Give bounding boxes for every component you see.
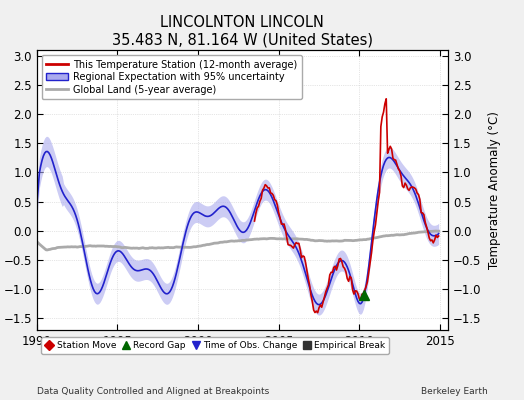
Text: Data Quality Controlled and Aligned at Breakpoints: Data Quality Controlled and Aligned at B… — [37, 387, 269, 396]
Text: Berkeley Earth: Berkeley Earth — [421, 387, 487, 396]
Y-axis label: Temperature Anomaly (°C): Temperature Anomaly (°C) — [488, 111, 501, 269]
Title: LINCOLNTON LINCOLN
35.483 N, 81.164 W (United States): LINCOLNTON LINCOLN 35.483 N, 81.164 W (U… — [112, 15, 373, 48]
Legend: Station Move, Record Gap, Time of Obs. Change, Empirical Break: Station Move, Record Gap, Time of Obs. C… — [41, 337, 389, 354]
